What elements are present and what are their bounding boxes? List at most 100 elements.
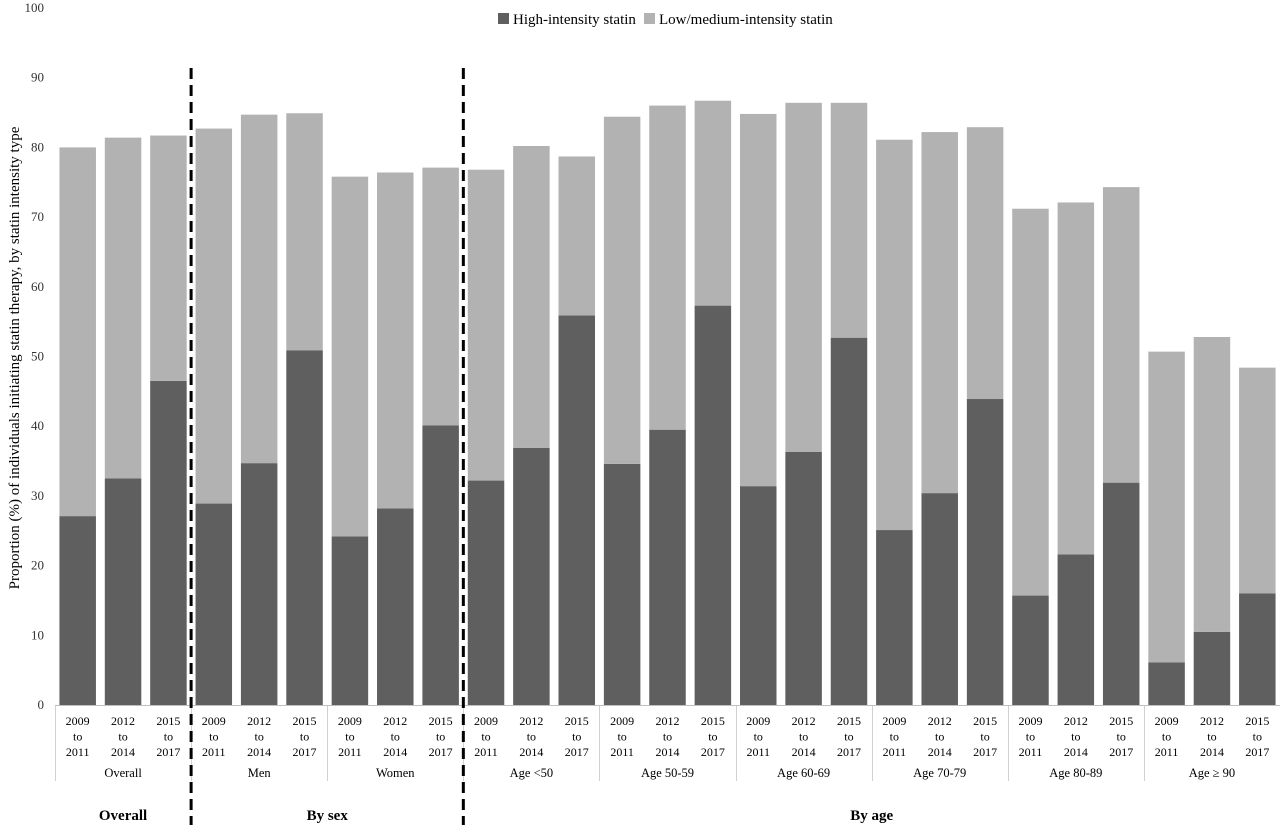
- y-tick-label: 40: [31, 418, 44, 433]
- x-period-label: 2015 to 2017: [156, 714, 180, 759]
- bar-high-intensity-age-ge-90-2009-to-2011: [1148, 662, 1185, 705]
- section-label-by-sex: By sex: [307, 808, 349, 824]
- x-period-label: 2015 to 2017: [1245, 714, 1269, 759]
- x-period-label: 2012 to 2014: [928, 714, 952, 759]
- bar-high-intensity-age-80-89-2012-to-2014: [1057, 554, 1095, 705]
- x-period-label: 2015 to 2017: [1109, 714, 1133, 759]
- bar-low-medium-intensity-men-2009-to-2011: [195, 128, 233, 504]
- x-period-label: 2012 to 2014: [383, 714, 407, 759]
- bar-low-medium-intensity-overall-2009-to-2011: [59, 147, 96, 517]
- bar-high-intensity-age-60-69-2015-to-2017: [830, 337, 868, 705]
- bar-high-intensity-overall-2015-to-2017: [150, 380, 187, 705]
- y-tick-label: 20: [31, 558, 44, 573]
- x-period-label: 2012 to 2014: [1200, 714, 1224, 759]
- bar-high-intensity-age-50-59-2012-to-2014: [649, 429, 686, 705]
- x-period-label: 2012 to 2014: [247, 714, 271, 759]
- group-label-age-lt50: Age <50: [510, 766, 554, 780]
- bar-high-intensity-age-70-79-2015-to-2017: [966, 399, 1004, 705]
- x-period-label: 2015 to 2017: [429, 714, 453, 759]
- legend: High-intensity statin Low/medium-intensi…: [498, 12, 833, 28]
- bar-high-intensity-age-50-59-2015-to-2017: [694, 305, 732, 705]
- bar-high-intensity-age-lt50-2009-to-2011: [467, 480, 505, 705]
- y-tick-label: 70: [31, 209, 44, 224]
- bar-low-medium-intensity-overall-2012-to-2014: [104, 137, 142, 479]
- group-label-age-80-89: Age 80-89: [1049, 766, 1102, 780]
- bar-low-medium-intensity-age-lt50-2009-to-2011: [467, 169, 505, 481]
- bar-high-intensity-age-lt50-2012-to-2014: [513, 447, 550, 705]
- x-period-label: 2009 to 2011: [338, 714, 362, 759]
- legend-swatch-low-medium-intensity: [644, 13, 655, 24]
- section-label-overall: Overall: [99, 808, 147, 824]
- bar-low-medium-intensity-women-2015-to-2017: [422, 167, 459, 426]
- y-tick-label: 80: [31, 139, 44, 154]
- x-period-label: 2012 to 2014: [1064, 714, 1088, 759]
- bar-high-intensity-men-2012-to-2014: [240, 463, 278, 705]
- y-tick-label: 10: [31, 627, 44, 642]
- bar-high-intensity-men-2015-to-2017: [286, 350, 323, 705]
- y-tick-label: 60: [31, 279, 44, 294]
- x-period-label: 2009 to 2011: [474, 714, 498, 759]
- bar-low-medium-intensity-age-60-69-2009-to-2011: [739, 113, 777, 487]
- x-period-label: 2012 to 2014: [111, 714, 135, 759]
- bar-low-medium-intensity-age-70-79-2009-to-2011: [876, 139, 913, 531]
- x-period-label: 2009 to 2011: [882, 714, 906, 759]
- group-label-age-60-69: Age 60-69: [777, 766, 830, 780]
- legend-swatch-high-intensity: [498, 13, 509, 24]
- bar-low-medium-intensity-age-ge-90-2009-to-2011: [1148, 351, 1185, 663]
- x-period-label: 2009 to 2011: [202, 714, 226, 759]
- bar-low-medium-intensity-women-2009-to-2011: [331, 176, 369, 537]
- x-period-label: 2009 to 2011: [66, 714, 90, 759]
- bar-high-intensity-women-2012-to-2014: [377, 508, 414, 705]
- bar-low-medium-intensity-overall-2015-to-2017: [150, 135, 187, 381]
- bar-low-medium-intensity-age-ge-90-2015-to-2017: [1239, 367, 1276, 594]
- legend-label-high-intensity: High-intensity statin: [513, 12, 636, 28]
- x-period-label: 2012 to 2014: [792, 714, 816, 759]
- bar-high-intensity-men-2009-to-2011: [195, 503, 233, 705]
- bar-low-medium-intensity-men-2015-to-2017: [286, 113, 323, 351]
- y-tick-label: 100: [25, 0, 45, 15]
- x-period-label: 2012 to 2014: [656, 714, 680, 759]
- x-period-label: 2015 to 2017: [837, 714, 861, 759]
- bar-low-medium-intensity-age-80-89-2009-to-2011: [1012, 208, 1049, 596]
- bar-high-intensity-age-70-79-2009-to-2011: [876, 530, 913, 705]
- bar-high-intensity-age-60-69-2009-to-2011: [739, 486, 777, 705]
- bar-low-medium-intensity-women-2012-to-2014: [377, 172, 414, 509]
- bar-low-medium-intensity-age-80-89-2015-to-2017: [1102, 187, 1140, 483]
- x-period-label: 2015 to 2017: [565, 714, 589, 759]
- bar-low-medium-intensity-age-70-79-2015-to-2017: [966, 127, 1004, 400]
- bar-high-intensity-women-2015-to-2017: [422, 425, 459, 705]
- x-axis: 2009 to 2011 2012 to 2014 2015 to 2017 2009 to 2011…: [55, 68, 1280, 825]
- section-label-by-age: By age: [850, 808, 893, 824]
- bar-high-intensity-age-ge-90-2015-to-2017: [1239, 593, 1276, 705]
- x-period-label: 2009 to 2011: [1155, 714, 1179, 759]
- bar-low-medium-intensity-age-50-59-2015-to-2017: [694, 100, 732, 306]
- bar-high-intensity-women-2009-to-2011: [331, 536, 369, 705]
- x-period-label: 2009 to 2011: [1018, 714, 1042, 759]
- bar-high-intensity-age-80-89-2009-to-2011: [1012, 595, 1049, 705]
- bar-high-intensity-age-50-59-2009-to-2011: [603, 463, 641, 705]
- bar-high-intensity-age-60-69-2012-to-2014: [785, 451, 822, 705]
- bar-low-medium-intensity-age-60-69-2015-to-2017: [830, 102, 868, 338]
- x-period-label: 2012 to 2014: [519, 714, 543, 759]
- bar-low-medium-intensity-age-ge-90-2012-to-2014: [1193, 336, 1231, 632]
- bar-high-intensity-age-70-79-2012-to-2014: [921, 493, 958, 705]
- bar-low-medium-intensity-age-60-69-2012-to-2014: [785, 102, 822, 452]
- y-tick-label: 50: [31, 349, 44, 364]
- bar-high-intensity-age-80-89-2015-to-2017: [1102, 482, 1140, 705]
- y-axis-ticks: 0 10 20 30 40 50 60 70 80 90 100: [25, 0, 45, 712]
- group-label-men: Men: [248, 766, 272, 780]
- bar-low-medium-intensity-age-80-89-2012-to-2014: [1057, 202, 1095, 555]
- legend-label-low-medium-intensity: Low/medium-intensity statin: [659, 12, 833, 28]
- bar-low-medium-intensity-men-2012-to-2014: [240, 114, 278, 464]
- bar-low-medium-intensity-age-70-79-2012-to-2014: [921, 132, 958, 494]
- x-period-label: 2009 to 2011: [746, 714, 770, 759]
- group-label-overall: Overall: [104, 766, 142, 780]
- bar-high-intensity-overall-2012-to-2014: [104, 478, 142, 705]
- group-label-age-ge-90: Age ≥ 90: [1189, 766, 1235, 780]
- bar-high-intensity-age-lt50-2015-to-2017: [558, 315, 596, 705]
- x-period-label: 2015 to 2017: [701, 714, 725, 759]
- x-period-label: 2009 to 2011: [610, 714, 634, 759]
- group-label-age-50-59: Age 50-59: [641, 766, 694, 780]
- bar-low-medium-intensity-age-50-59-2009-to-2011: [603, 116, 641, 464]
